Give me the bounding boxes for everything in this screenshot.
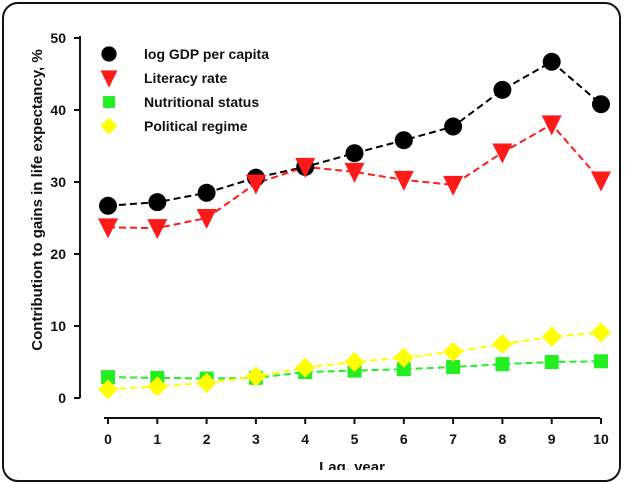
data-point-diamond <box>541 326 562 347</box>
x-tick-label: 5 <box>351 431 359 447</box>
data-point-triangle-down <box>393 170 414 191</box>
x-tick-label: 7 <box>449 431 457 447</box>
data-point-diamond <box>591 322 611 343</box>
legend-marker-triangle-down <box>100 70 118 88</box>
data-point-triangle-down <box>147 219 168 240</box>
data-point-circle <box>542 52 561 71</box>
data-point-diamond <box>344 352 365 372</box>
data-point-triangle-down <box>541 115 562 136</box>
y-ticks: 0 10 20 30 40 50 <box>50 30 80 406</box>
data-point-diamond <box>147 376 168 397</box>
line-chart: 0 10 20 30 40 50 0 1 2 3 4 5 6 7 8 9 10 log GDP per cap… <box>29 30 611 470</box>
series-line-circle <box>107 60 602 207</box>
y-tick-label: 50 <box>50 30 66 46</box>
data-point-square <box>446 360 461 375</box>
x-tick-label: 1 <box>153 431 161 447</box>
legend: log GDP per capita Literacy rate Nutrition… <box>100 46 269 135</box>
legend-label: Literacy rate <box>144 70 227 86</box>
data-point-circle <box>444 117 463 136</box>
data-point-diamond <box>443 341 464 362</box>
data-point-circle <box>592 95 610 114</box>
x-tick-label: 9 <box>548 431 556 447</box>
data-point-diamond <box>393 347 414 368</box>
legend-label: Political regime <box>144 118 248 134</box>
x-tick-label: 4 <box>301 431 309 447</box>
y-tick-label: 40 <box>50 102 66 118</box>
data-point-triangle-down <box>245 174 266 195</box>
x-tick-label: 2 <box>203 431 211 447</box>
x-axis-label: Lag, year <box>319 459 385 470</box>
y-tick-label: 0 <box>58 390 66 406</box>
x-tick-label: 6 <box>400 431 408 447</box>
x-tick-label: 8 <box>499 431 507 447</box>
legend-marker-circle <box>101 46 117 62</box>
legend-label: Nutritional status <box>144 94 259 110</box>
data-point-circle <box>197 183 216 202</box>
data-point-triangle-down <box>492 143 513 164</box>
legend-marker-square <box>103 96 115 108</box>
y-axis-label: Contribution to gains in life expectancy… <box>29 49 46 350</box>
data-point-square <box>594 354 608 369</box>
legend-label: log GDP per capita <box>144 46 269 62</box>
data-point-diamond <box>295 357 316 378</box>
data-point-triangle-down <box>295 157 316 178</box>
data-point-diamond <box>492 334 513 354</box>
series-lines <box>107 60 602 391</box>
series-line-triangle-down <box>107 123 602 230</box>
data-point-diamond <box>196 372 217 393</box>
series-markers <box>98 52 611 400</box>
data-point-square <box>101 370 115 385</box>
data-point-triangle-down <box>591 171 611 192</box>
data-point-square <box>495 357 510 372</box>
data-point-triangle-down <box>344 162 365 183</box>
data-point-circle <box>493 80 512 99</box>
y-tick-label: 10 <box>50 318 66 334</box>
y-tick-label: 30 <box>50 174 66 190</box>
data-point-triangle-down <box>196 209 217 229</box>
x-tick-label: 0 <box>104 431 112 447</box>
data-point-triangle-down <box>98 218 118 239</box>
x-tick-label: 10 <box>593 431 609 447</box>
y-tick-label: 20 <box>50 246 66 262</box>
data-point-square <box>544 355 559 369</box>
data-point-circle <box>99 196 117 215</box>
data-point-diamond <box>245 366 266 387</box>
x-ticks: 0 1 2 3 4 5 6 7 8 9 10 <box>104 418 609 447</box>
axes <box>79 36 600 419</box>
data-point-circle <box>394 131 413 150</box>
data-point-circle <box>148 193 167 212</box>
data-point-diamond <box>98 379 118 400</box>
data-point-square <box>396 362 411 377</box>
data-point-circle <box>345 144 364 163</box>
data-point-triangle-down <box>443 175 464 196</box>
x-tick-label: 3 <box>252 431 260 447</box>
legend-marker-diamond <box>100 117 118 135</box>
